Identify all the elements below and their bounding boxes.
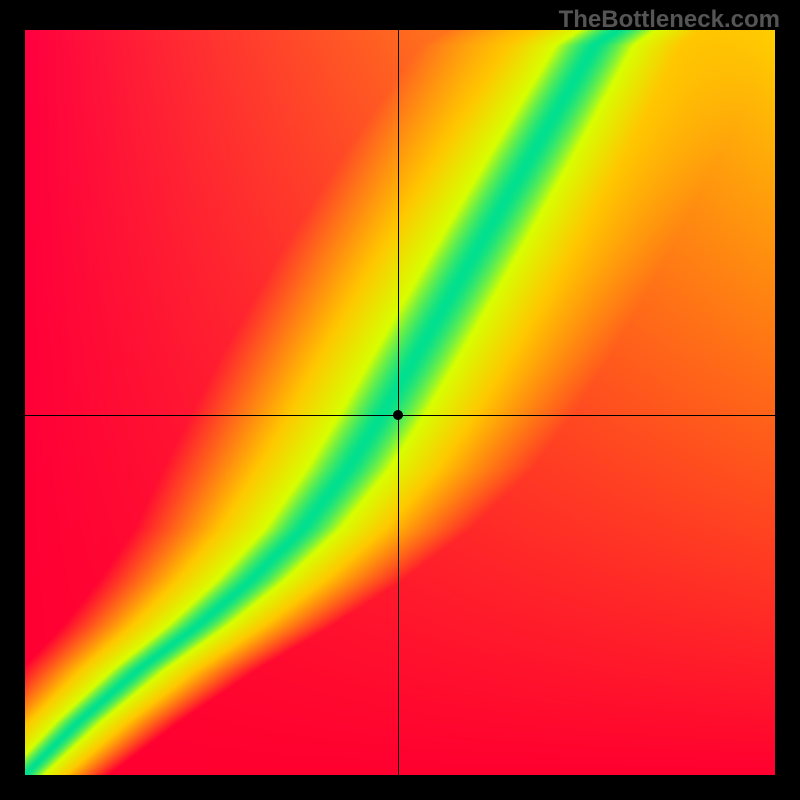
chart-container: TheBottleneck.com xyxy=(0,0,800,800)
watermark-label: TheBottleneck.com xyxy=(559,6,780,34)
heatmap-canvas xyxy=(25,30,775,775)
plot-area xyxy=(25,30,775,775)
